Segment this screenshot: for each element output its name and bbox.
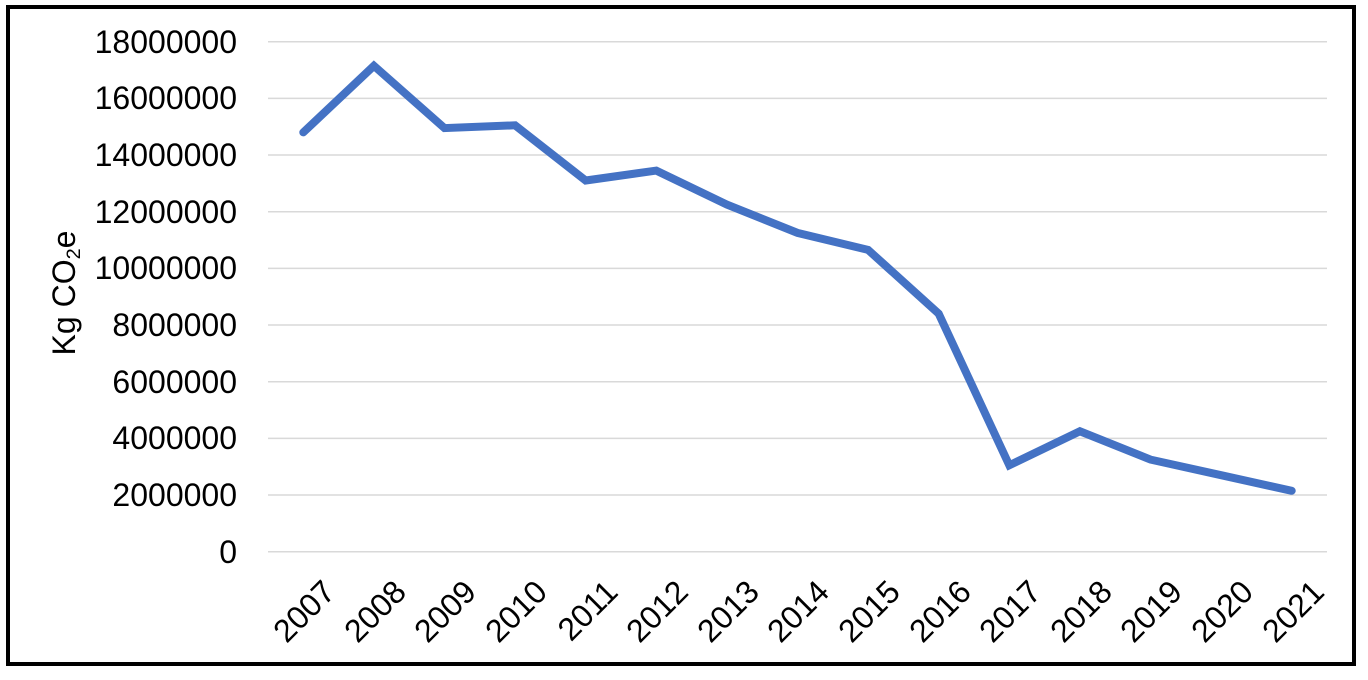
gridlines: [268, 40, 1327, 553]
y-tick-label: 2000000: [112, 477, 237, 513]
y-tick-label: 0: [219, 533, 237, 570]
data-line: [299, 60, 1296, 495]
y-tick-label: 12000000: [94, 193, 237, 230]
y-tick-label: 18000000: [94, 23, 237, 60]
y-tick-label: 6000000: [112, 363, 237, 400]
y-tick-label: 10000000: [94, 250, 237, 287]
y-axis-title-suffix: e: [46, 230, 82, 249]
y-tick-label: 8000000: [112, 307, 237, 343]
y-tick-label: 14000000: [94, 137, 237, 173]
y-tick-label: 4000000: [112, 420, 237, 457]
y-tick-label: 16000000: [94, 80, 237, 117]
